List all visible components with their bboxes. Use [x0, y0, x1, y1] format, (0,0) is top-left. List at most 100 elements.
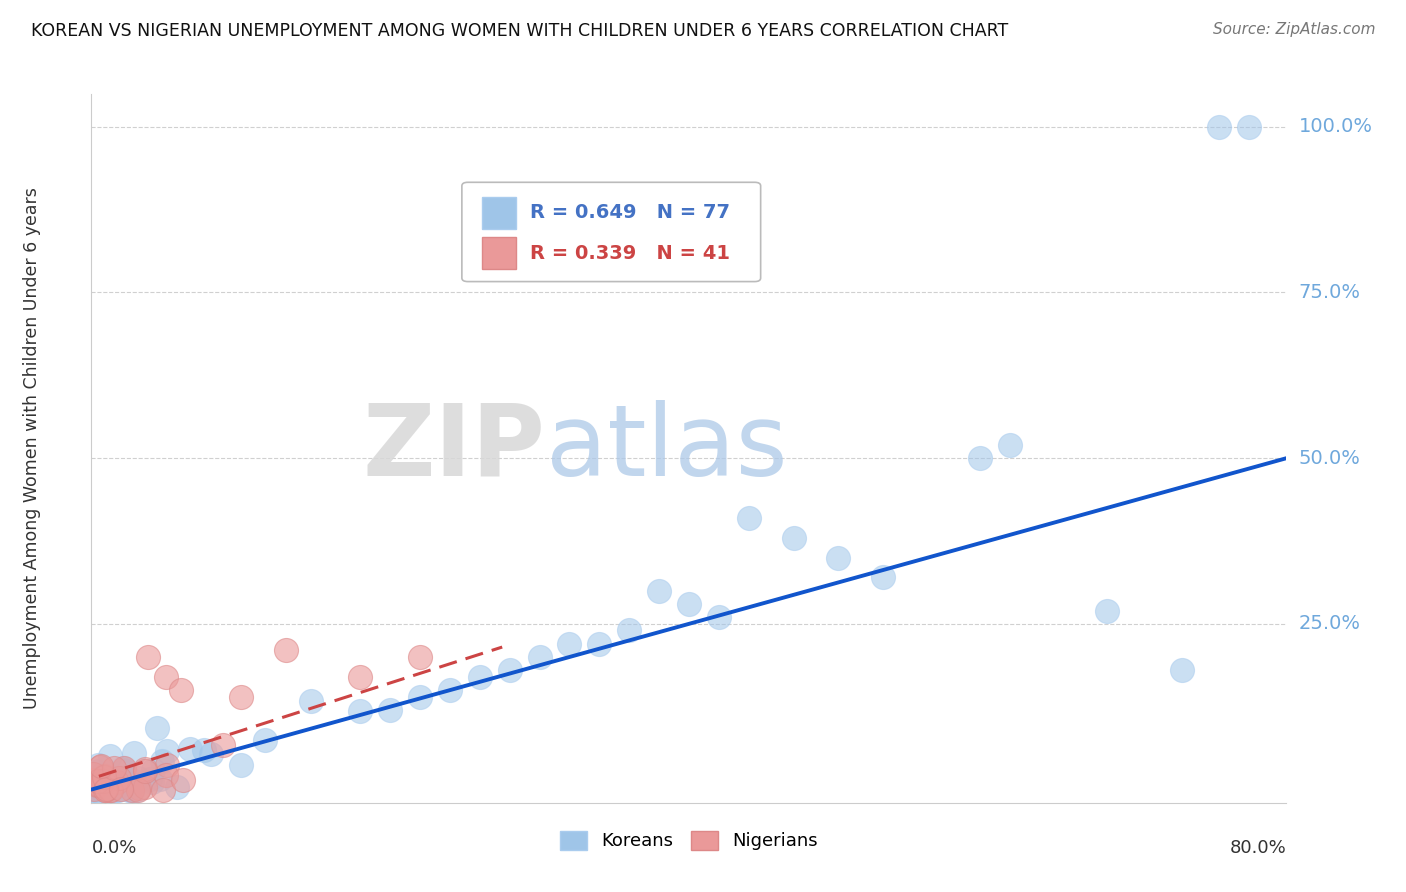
Point: [111, 777, 134, 791]
FancyBboxPatch shape: [461, 182, 761, 282]
Point: [83, 782, 105, 797]
Point: [179, 742, 201, 756]
Point: [122, 746, 145, 760]
Point: [152, 782, 174, 797]
Point: [83, 782, 105, 797]
Point: [737, 511, 759, 525]
Point: [134, 780, 156, 794]
Text: 50.0%: 50.0%: [1299, 449, 1361, 467]
FancyBboxPatch shape: [482, 237, 516, 269]
Point: [98, 782, 121, 797]
Point: [89, 782, 111, 797]
Point: [84, 779, 107, 793]
Point: [98, 748, 121, 763]
Point: [1171, 663, 1194, 677]
Point: [127, 782, 149, 797]
Text: 75.0%: 75.0%: [1299, 283, 1361, 302]
Point: [103, 761, 125, 775]
Point: [87, 773, 110, 788]
Point: [91, 782, 114, 797]
Point: [121, 782, 143, 797]
Point: [86, 779, 108, 793]
Point: [86, 780, 108, 794]
Point: [141, 774, 163, 789]
Point: [101, 782, 124, 797]
Point: [299, 694, 322, 708]
Point: [107, 771, 129, 785]
Point: [156, 744, 179, 758]
Point: [146, 721, 169, 735]
Point: [439, 683, 461, 698]
Point: [111, 761, 134, 775]
Point: [94, 781, 117, 796]
Point: [156, 758, 179, 772]
Point: [409, 690, 432, 704]
Point: [94, 782, 117, 797]
Text: 80.0%: 80.0%: [1230, 839, 1286, 857]
Point: [93, 771, 115, 785]
Point: [138, 772, 160, 786]
Point: [872, 570, 894, 584]
Point: [93, 782, 115, 797]
FancyBboxPatch shape: [482, 197, 516, 228]
Point: [112, 761, 135, 775]
Point: [1237, 120, 1260, 134]
Point: [100, 779, 122, 793]
Point: [82, 781, 104, 796]
Point: [83, 776, 105, 790]
Point: [104, 773, 127, 788]
Point: [93, 782, 115, 797]
Point: [96, 782, 118, 797]
Point: [998, 438, 1021, 452]
Text: 0.0%: 0.0%: [91, 839, 136, 857]
Point: [380, 703, 402, 717]
Point: [152, 755, 174, 769]
Point: [127, 782, 149, 797]
Point: [105, 782, 128, 797]
Point: [110, 781, 132, 796]
Point: [103, 772, 125, 787]
Point: [91, 769, 114, 783]
Point: [108, 774, 131, 789]
Point: [253, 732, 276, 747]
Point: [149, 772, 172, 786]
Point: [134, 764, 156, 779]
Text: Source: ZipAtlas.com: Source: ZipAtlas.com: [1212, 22, 1375, 37]
Point: [121, 782, 143, 797]
Point: [82, 773, 104, 788]
Point: [155, 670, 177, 684]
Point: [101, 780, 124, 794]
Point: [107, 776, 129, 790]
Point: [409, 650, 432, 665]
Point: [166, 780, 188, 794]
Point: [349, 704, 371, 718]
Point: [127, 771, 149, 785]
Point: [118, 782, 141, 797]
Text: ZIP: ZIP: [363, 400, 546, 497]
Point: [707, 610, 730, 624]
Point: [82, 773, 104, 788]
Point: [193, 743, 215, 757]
Point: [93, 769, 115, 783]
Text: R = 0.649   N = 77: R = 0.649 N = 77: [530, 203, 730, 222]
Point: [112, 763, 135, 777]
Point: [142, 763, 165, 777]
Text: R = 0.339   N = 41: R = 0.339 N = 41: [530, 244, 730, 263]
Text: KOREAN VS NIGERIAN UNEMPLOYMENT AMONG WOMEN WITH CHILDREN UNDER 6 YEARS CORRELAT: KOREAN VS NIGERIAN UNEMPLOYMENT AMONG WO…: [31, 22, 1008, 40]
Point: [128, 781, 150, 796]
Point: [229, 758, 252, 772]
Point: [110, 772, 132, 786]
Point: [90, 759, 112, 773]
Point: [588, 637, 610, 651]
Point: [212, 738, 235, 752]
Point: [97, 782, 120, 797]
Text: 100.0%: 100.0%: [1299, 117, 1372, 136]
Point: [229, 690, 252, 704]
Point: [170, 683, 193, 698]
Point: [83, 782, 105, 797]
Point: [115, 769, 138, 783]
Point: [105, 774, 128, 789]
Point: [87, 757, 110, 772]
Point: [648, 583, 671, 598]
Point: [200, 747, 222, 761]
